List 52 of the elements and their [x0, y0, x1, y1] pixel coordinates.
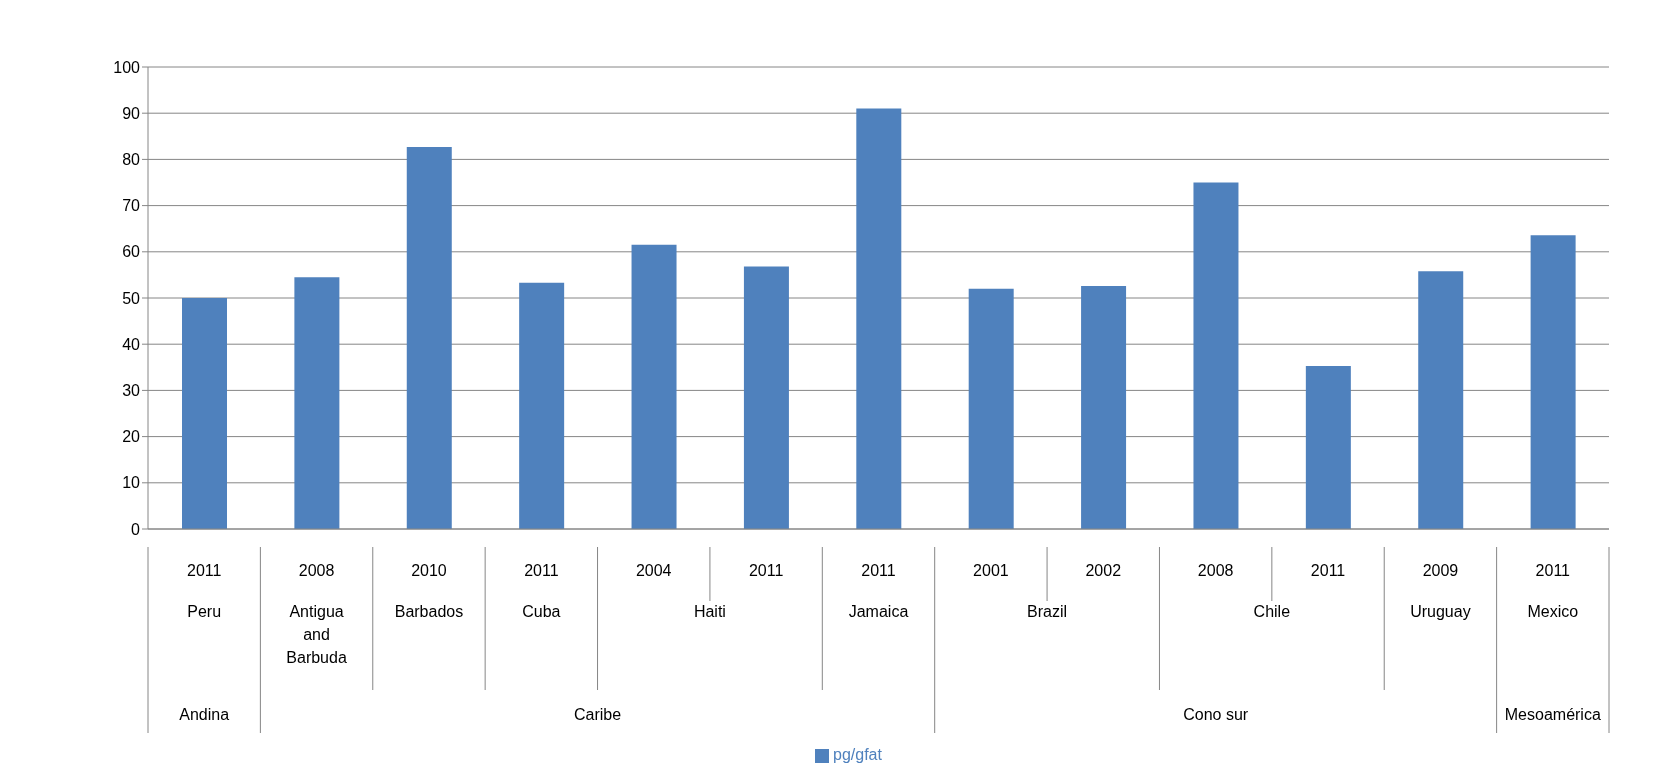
bar — [406, 146, 452, 529]
y-tick-label: 60 — [122, 243, 141, 261]
text: Chile — [1253, 603, 1291, 620]
x-tick-label: 2011 — [524, 562, 559, 579]
bar — [519, 282, 565, 529]
x-tick-label: 2011 — [186, 562, 222, 579]
x-tick-label: 2011 — [1310, 562, 1346, 579]
bar — [294, 277, 340, 529]
text: Jamaica — [848, 603, 909, 620]
y-tick-label: 20 — [122, 428, 141, 446]
bar — [1418, 271, 1464, 529]
bar — [1305, 365, 1351, 529]
y-tick-label: 40 — [122, 335, 141, 353]
text: Brazil — [1027, 603, 1068, 620]
y-tick-label: 70 — [122, 197, 141, 215]
bar — [1081, 285, 1127, 529]
bar — [968, 288, 1014, 529]
x-tick-label: 2009 — [1422, 562, 1459, 579]
y-tick-label: 50 — [122, 289, 141, 307]
y-tick-label: 10 — [122, 474, 141, 492]
bar — [1193, 182, 1239, 529]
text: Mesoamérica — [1504, 706, 1601, 723]
bar — [856, 108, 902, 529]
text: Barbados — [394, 603, 464, 620]
bar — [631, 244, 677, 529]
text: Antigua and Barbuda — [286, 603, 347, 666]
x-tick-label: 2011 — [861, 562, 896, 579]
text: Haiti — [693, 603, 726, 620]
text: Andina — [179, 706, 230, 723]
text: Peru — [187, 603, 222, 620]
bar — [1530, 235, 1576, 529]
x-tick-label: 2001 — [973, 562, 1009, 579]
y-tick-label: 0 — [131, 520, 141, 538]
x-tick-label: 2002 — [1085, 562, 1122, 579]
y-tick-label: 90 — [122, 104, 141, 122]
bar — [182, 298, 227, 529]
y-tick-label: 30 — [122, 382, 141, 400]
bar — [743, 266, 789, 529]
x-tick-label: 2010 — [411, 562, 447, 579]
x-tick-label: 2008 — [298, 562, 335, 579]
text: Mexico — [1527, 603, 1579, 620]
x-tick-label: 2004 — [635, 562, 672, 579]
legend-label: pg/gfat — [833, 746, 882, 763]
y-tick-label: 100 — [113, 58, 141, 76]
text: Cuba — [522, 603, 561, 620]
text: Caribe — [573, 706, 622, 723]
x-tick-label: 2011 — [748, 562, 784, 579]
x-tick-label: 2008 — [1197, 562, 1234, 579]
y-tick-label: 80 — [122, 151, 141, 169]
text: Cono sur — [1183, 706, 1249, 723]
text: Uruguay — [1410, 603, 1471, 620]
x-tick-label: 2011 — [1535, 562, 1571, 579]
